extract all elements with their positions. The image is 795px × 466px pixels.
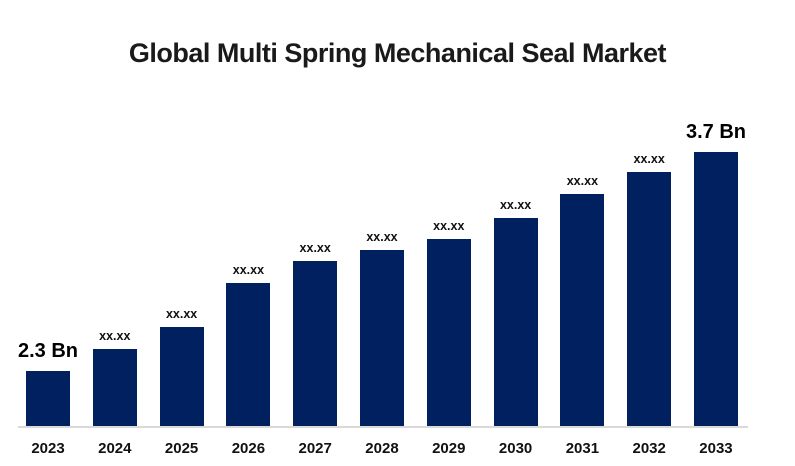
- bar-value-label: xx.xx: [366, 230, 398, 244]
- x-axis-tick-label: 2025: [164, 440, 199, 457]
- x-axis-tick-label: 2030: [498, 440, 533, 457]
- bar: [693, 152, 738, 426]
- x-axis-tick-label: 2031: [565, 440, 600, 457]
- bar-value-label: xx.xx: [99, 329, 131, 343]
- x-axis-tick-label: 2023: [31, 440, 65, 457]
- bar: [627, 172, 672, 426]
- bar-column: xx.xx: [426, 110, 471, 426]
- x-axis-line: [18, 426, 748, 428]
- bar-column: 2.3 Bn: [18, 110, 78, 426]
- bar-value-label: xx.xx: [566, 174, 599, 188]
- x-axis-labels: 2023 2024 2025 2026 2027 2028 2029 2030 2031 2032…: [26, 440, 738, 457]
- bar-column: 3.7 Bn: [686, 110, 746, 426]
- x-axis-tick-label: 2027: [298, 440, 332, 457]
- bar: [560, 194, 605, 426]
- bar-value-label: 3.7 Bn: [685, 121, 746, 143]
- bar: [293, 261, 338, 426]
- bar-column: xx.xx: [627, 110, 672, 426]
- bar: [26, 371, 70, 426]
- chart-title: Global Multi Spring Mechanical Seal Mark…: [128, 38, 667, 68]
- bar: [92, 349, 137, 426]
- bar-value-label: xx.xx: [633, 152, 665, 166]
- bar-column: xx.xx: [493, 110, 538, 426]
- x-axis-tick-label: 2028: [365, 440, 399, 457]
- bar: [426, 239, 471, 426]
- x-axis-tick-label: 2024: [98, 440, 132, 457]
- bar: [493, 218, 538, 426]
- bar-value-label: 2.3 Bn: [17, 340, 79, 362]
- bar-column: xx.xx: [560, 110, 605, 426]
- bars-container: 2.3 Bn xx.xx xx.xx xx.xx xx.xx xx.xx xx.xx xx.x…: [18, 110, 746, 426]
- bar: [359, 250, 404, 426]
- bar-value-label: xx.xx: [433, 219, 465, 233]
- bar-value-label: xx.xx: [232, 263, 265, 277]
- bar-value-label: xx.xx: [299, 241, 331, 255]
- bar-column: xx.xx: [226, 110, 271, 426]
- x-axis-tick-label: 2033: [699, 440, 733, 457]
- bar-column: xx.xx: [92, 110, 137, 426]
- x-axis-tick-label: 2032: [632, 440, 666, 457]
- bar-value-label: xx.xx: [165, 307, 198, 321]
- bar-column: xx.xx: [359, 110, 404, 426]
- bar: [159, 327, 204, 426]
- x-axis-tick-label: 2029: [432, 440, 466, 457]
- bar-value-label: xx.xx: [499, 198, 532, 212]
- bar: [226, 283, 271, 426]
- bar-column: xx.xx: [159, 110, 204, 426]
- x-axis-tick-label: 2026: [231, 440, 266, 457]
- bar-column: xx.xx: [293, 110, 338, 426]
